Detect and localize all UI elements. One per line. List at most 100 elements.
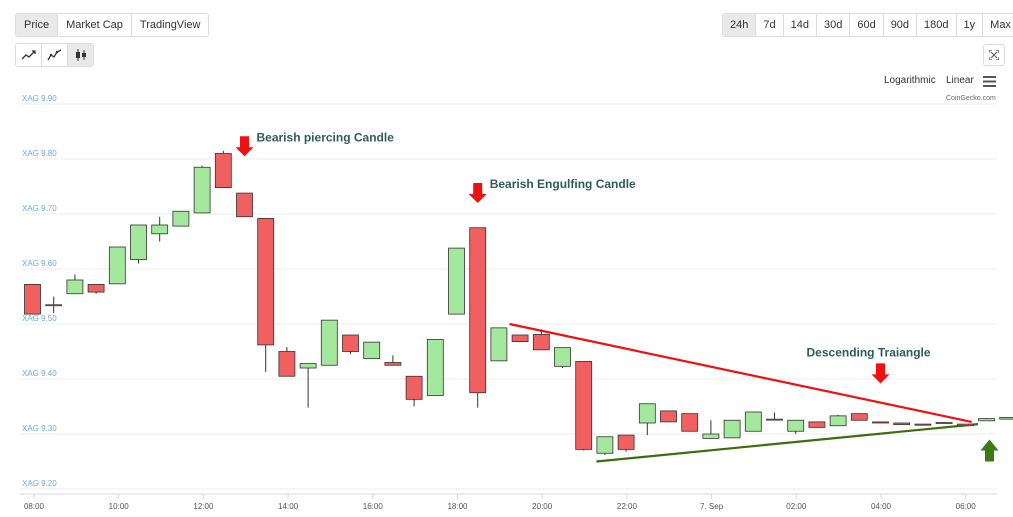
candle-down	[914, 423, 932, 426]
candle-up	[151, 224, 169, 235]
line-chart-icon	[21, 50, 36, 60]
candle-up	[320, 319, 338, 366]
expand-icon	[989, 50, 999, 60]
ohlc-line-icon	[46, 49, 61, 61]
candle-up	[299, 363, 317, 369]
candle-up	[172, 210, 190, 227]
candle-up	[723, 419, 741, 439]
y-tick-label: XAG 9.40	[22, 369, 57, 378]
candle-up	[744, 411, 762, 432]
range-1y[interactable]: 1y	[957, 14, 984, 36]
candle-up	[426, 338, 444, 396]
y-tick-label: XAG 9.80	[22, 149, 57, 158]
candle-up	[787, 419, 805, 432]
chart-type-selector	[15, 43, 94, 67]
candle-down	[342, 334, 359, 352]
candle-up	[766, 418, 783, 421]
range-24h[interactable]: 24h	[723, 14, 757, 36]
candle-up	[193, 166, 211, 214]
candle-up	[45, 304, 63, 307]
candle-down	[808, 421, 826, 428]
x-tick-label: 10:00	[109, 502, 130, 511]
candle-down	[236, 192, 253, 218]
range-180d[interactable]: 180d	[917, 14, 957, 36]
candle-down	[24, 283, 41, 315]
candle-down	[660, 410, 677, 423]
candle-up	[108, 246, 126, 285]
candle-up	[130, 224, 147, 261]
candle-down	[872, 421, 889, 424]
candle-down	[278, 351, 296, 377]
candle-down	[257, 217, 275, 346]
candle-down	[214, 153, 232, 188]
range-selector: 24h 7d 14d 30d 60d 90d 180d 1y Max	[722, 13, 1013, 37]
candle-up	[596, 436, 614, 454]
candlestick-button[interactable]	[68, 44, 93, 66]
range-14d[interactable]: 14d	[784, 14, 817, 36]
tab-tradingview[interactable]: TradingView	[139, 19, 201, 31]
ohlc-line-button[interactable]	[42, 44, 68, 66]
candle-down	[681, 413, 699, 432]
support-trendline	[596, 423, 979, 463]
chart-credit: CoinGecko.com	[946, 95, 996, 102]
candle-up	[490, 327, 508, 362]
x-tick-label: 04:00	[871, 502, 892, 511]
red-down-arrow-icon	[468, 183, 487, 203]
candle-up	[935, 422, 953, 424]
red-down-arrow-icon	[235, 136, 254, 157]
annotation-label: Descending Traiangle	[807, 345, 931, 359]
range-max[interactable]: Max	[990, 19, 1011, 31]
scale-linear-button[interactable]: Linear	[946, 75, 974, 86]
candle-down	[384, 362, 402, 366]
fullscreen-button[interactable]	[983, 44, 1005, 66]
y-tick-label: XAG 9.50	[22, 314, 57, 323]
candle-down	[575, 360, 593, 450]
resistance-trendline	[509, 322, 972, 423]
candlestick-icon	[75, 49, 86, 61]
annotation-label: Bearish Engulfing Candle	[490, 177, 636, 191]
candle-down	[469, 227, 487, 394]
tab-price[interactable]: Price	[16, 14, 59, 36]
candle-down	[87, 283, 105, 293]
x-tick-label: 20:00	[532, 502, 553, 511]
y-tick-label: XAG 9.90	[22, 94, 57, 103]
range-90d[interactable]: 90d	[884, 14, 918, 36]
line-chart-button[interactable]	[16, 44, 42, 66]
candle-up	[978, 418, 995, 422]
x-tick-label: 06:00	[956, 502, 977, 511]
x-tick-label: 16:00	[363, 502, 384, 511]
tab-bar: Price Market Cap TradingView	[15, 13, 210, 37]
x-tick-label: 18:00	[447, 502, 468, 511]
candle-up	[702, 433, 720, 439]
candle-up	[448, 247, 465, 315]
candle-up	[999, 417, 1013, 420]
annotation-label: Bearish piercing Candle	[257, 130, 395, 144]
red-down-arrow-icon	[871, 363, 890, 384]
green-up-arrow-icon	[980, 439, 999, 462]
candle-up	[638, 403, 656, 424]
y-tick-label: XAG 9.30	[22, 424, 57, 433]
x-tick-label: 7. Sep	[700, 502, 724, 511]
candle-down	[956, 423, 974, 427]
hamburger-menu-icon	[983, 76, 996, 87]
range-7d[interactable]: 7d	[756, 14, 784, 36]
candle-up	[363, 341, 381, 360]
x-tick-label: 08:00	[24, 502, 45, 511]
tab-market-cap[interactable]: Market Cap	[58, 14, 132, 36]
scale-logarithmic-button[interactable]: Logarithmic	[884, 75, 936, 86]
y-tick-label: XAG 9.70	[22, 204, 57, 213]
candle-down	[532, 334, 550, 351]
range-60d[interactable]: 60d	[850, 14, 884, 36]
candle-down	[405, 375, 423, 400]
candle-down	[511, 334, 529, 342]
candle-down	[617, 434, 635, 450]
range-30d[interactable]: 30d	[817, 14, 851, 36]
x-tick-label: 22:00	[617, 502, 638, 511]
candle-up	[829, 415, 847, 427]
chart-menu-button[interactable]	[983, 74, 996, 92]
candle-up	[554, 347, 571, 367]
x-tick-label: 14:00	[278, 502, 299, 511]
x-tick-label: 12:00	[193, 502, 214, 511]
y-tick-label: XAG 9.20	[22, 479, 57, 488]
